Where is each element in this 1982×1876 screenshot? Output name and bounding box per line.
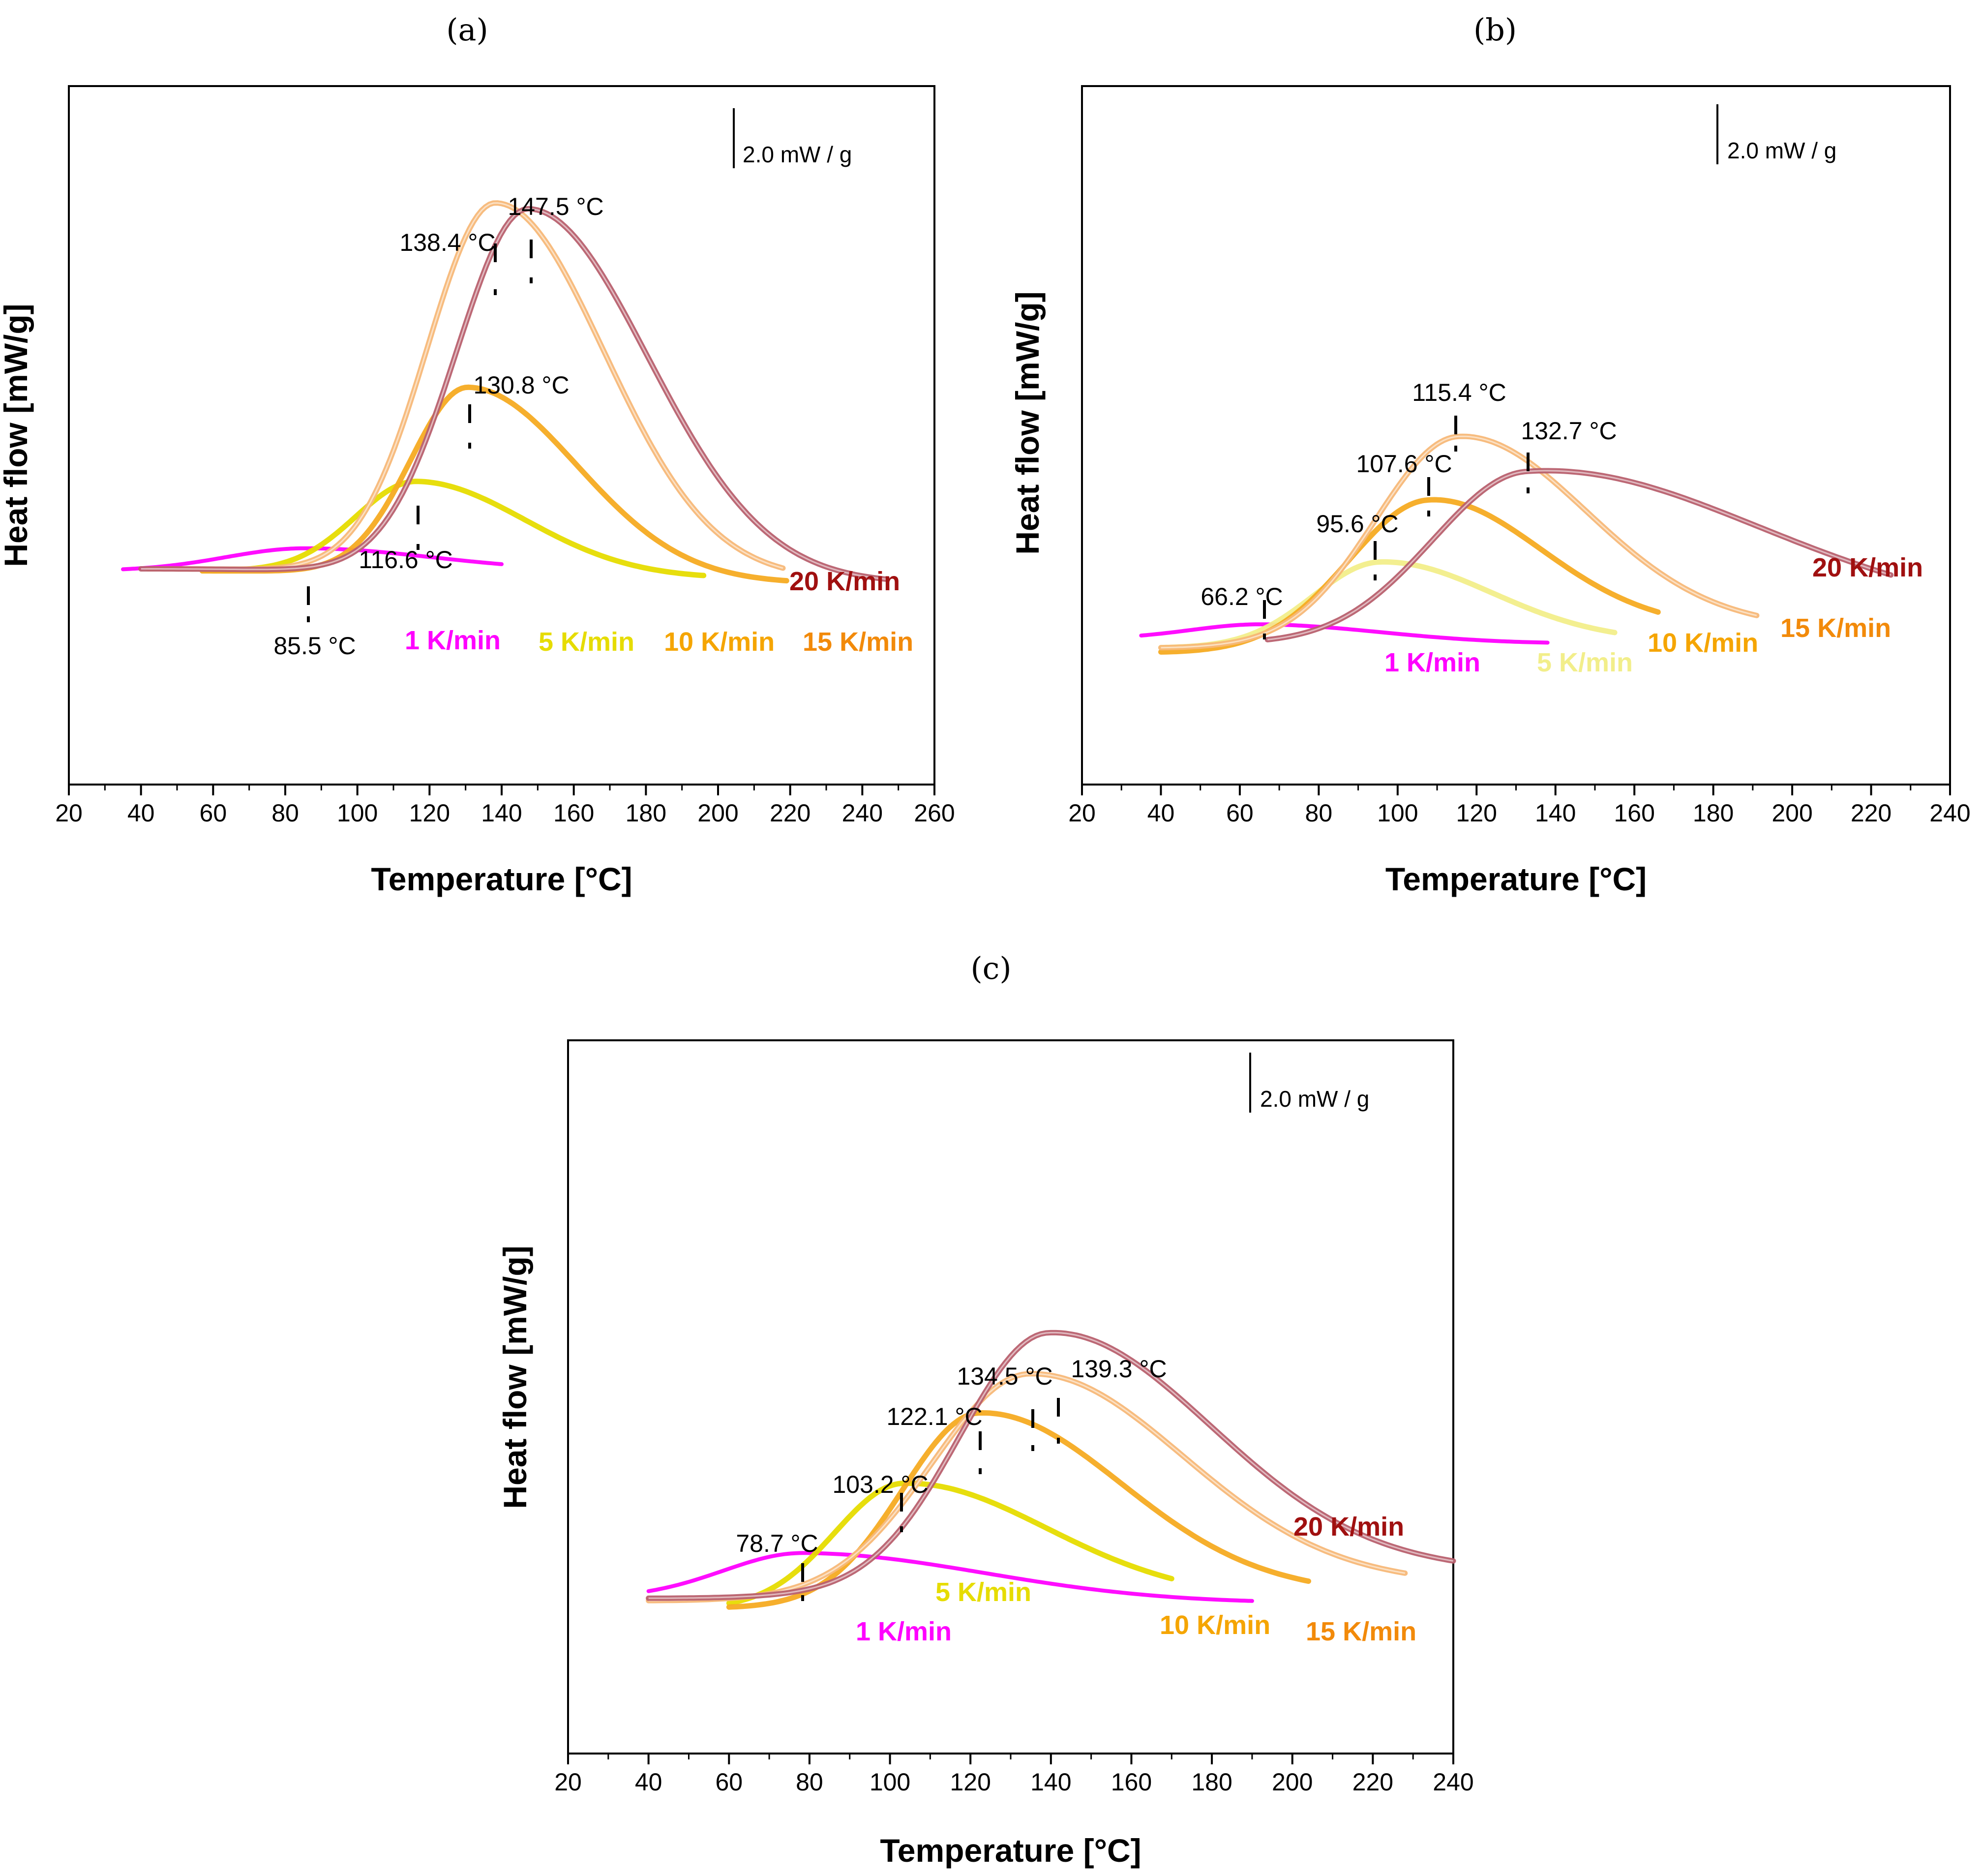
x-tick-label: 200 (1772, 799, 1812, 827)
series-rate-label: 10 K/min (1160, 1610, 1270, 1640)
x-tick-label: 20 (554, 1768, 582, 1796)
x-tick-label: 160 (553, 799, 594, 827)
x-tick-label: 140 (1535, 799, 1576, 827)
x-axis-title: Temperature [°C] (880, 1832, 1141, 1869)
plot-frame (567, 1039, 1454, 1755)
x-tick-label: 100 (870, 1768, 910, 1796)
x-tick-label: 240 (1433, 1768, 1473, 1796)
series-rate-label: 20 K/min (1812, 553, 1923, 582)
series-line-5k (199, 479, 707, 578)
series-rate-label: 1 K/min (405, 626, 501, 655)
peak-temperature-label: 147.5 °C (508, 193, 603, 220)
series-line-highlight (141, 208, 888, 580)
x-tick-label: 80 (271, 799, 299, 827)
peak-temperature-label: 116.6 °C (359, 546, 452, 574)
peak-temperature-label: 139.3 °C (1071, 1355, 1167, 1383)
series-rate-label: 5 K/min (539, 627, 634, 657)
scale-bar-label: 2.0 mW / g (1260, 1086, 1369, 1112)
chart-panel-c: (c) 20 40 60 80 100 120 140 160 180 200 220 240 Tempe… (497, 950, 1474, 1869)
series-line-highlight (648, 1331, 1454, 1599)
x-tick-label: 100 (1377, 799, 1418, 827)
peak-temperature-label: 138.4 °C (399, 229, 495, 256)
chart-panel-b: (b) 20 40 60 80 100 120 140 160 180 200 220 240 Tempe… (1009, 12, 1971, 897)
plot-frame (1081, 85, 1951, 786)
peak-temperature-label: 122.1 °C (886, 1403, 982, 1430)
peak-temperature-label: 95.6 °C (1316, 510, 1398, 538)
y-axis-title: Heat flow [mW/g] (0, 303, 34, 567)
x-tick-label: 120 (1456, 799, 1497, 827)
x-tick-label: 160 (1614, 799, 1654, 827)
peak-temperature-label: 107.6 °C (1356, 450, 1452, 478)
series-rate-label: 10 K/min (664, 627, 775, 657)
x-tick-label: 260 (914, 799, 955, 827)
peak-temperature-label: 134.5 °C (957, 1362, 1052, 1390)
scale-bar-label: 2.0 mW / g (743, 142, 852, 167)
x-tick-label: 180 (626, 799, 666, 827)
x-tick-label: 120 (950, 1768, 991, 1796)
panel-label: (a) (446, 12, 488, 48)
chart-panel-a: (a) 20 40 60 80 100 120 140 160 180 200 220 240 260 Te… (0, 12, 955, 897)
series-line-highlight (1267, 470, 1892, 640)
x-tick-label: 20 (1068, 799, 1096, 827)
peak-temperature-label: 130.8 °C (473, 371, 569, 399)
x-tick-label: 140 (1030, 1768, 1071, 1796)
x-tick-label: 20 (55, 799, 83, 827)
peak-temperature-label: 66.2 °C (1201, 583, 1283, 610)
series-line-1k (646, 1551, 1254, 1603)
peak-temperature-label: 103.2 °C (832, 1471, 928, 1498)
x-axis-title: Temperature [°C] (371, 861, 632, 897)
series-rate-label: 5 K/min (1537, 648, 1633, 677)
peak-temperature-label: 132.7 °C (1521, 417, 1617, 445)
x-tick-label: 240 (842, 799, 883, 827)
series-line-10k (1158, 497, 1661, 655)
series-line-15k (1158, 433, 1760, 651)
scale-bar-label: 2.0 mW / g (1727, 138, 1836, 163)
x-tick-label: 220 (1851, 799, 1892, 827)
x-tick-label: 40 (635, 1768, 662, 1796)
x-tick-label: 200 (1272, 1768, 1313, 1796)
peak-temperature-label: 115.4 °C (1412, 379, 1506, 406)
x-tick-label: 80 (796, 1768, 823, 1796)
x-tick-label: 160 (1111, 1768, 1152, 1796)
x-tick-label: 100 (337, 799, 378, 827)
x-tick-label: 200 (697, 799, 738, 827)
x-tick-label: 60 (1226, 799, 1254, 827)
x-tick-label: 120 (409, 799, 450, 827)
series-rate-label: 15 K/min (1306, 1617, 1416, 1646)
x-tick-label: 220 (770, 799, 811, 827)
x-tick-label: 140 (481, 799, 522, 827)
x-axis-title: Temperature [°C] (1385, 861, 1647, 897)
series-rate-label: 15 K/min (803, 627, 913, 657)
series-rate-label: 5 K/min (935, 1577, 1031, 1607)
x-tick-label: 40 (1147, 799, 1175, 827)
panel-label: (c) (970, 950, 1011, 986)
plot-frame (68, 85, 935, 786)
series-line-1k (1139, 622, 1550, 645)
series-line-highlight (648, 1373, 1406, 1602)
series-rate-label: 20 K/min (789, 567, 900, 596)
series-rate-label: 10 K/min (1648, 628, 1758, 658)
x-tick-label: 60 (715, 1768, 743, 1796)
x-tick-label: 80 (1305, 799, 1333, 827)
x-tick-label: 240 (1929, 799, 1970, 827)
x-tick-label: 220 (1352, 1768, 1393, 1796)
series-rate-label: 20 K/min (1293, 1512, 1404, 1542)
panel-label: (b) (1473, 12, 1517, 48)
peak-temperature-label: 85.5 °C (273, 632, 356, 660)
x-tick-label: 180 (1693, 799, 1734, 827)
series-line-10k (199, 384, 789, 584)
series-rate-label: 1 K/min (1384, 648, 1480, 677)
y-axis-title: Heat flow [mW/g] (497, 1245, 533, 1509)
peak-temperature-label: 78.7 °C (736, 1530, 818, 1557)
x-tick-label: 180 (1191, 1768, 1232, 1796)
series-rate-label: 15 K/min (1780, 613, 1891, 643)
y-axis-title: Heat flow [mW/g] (1009, 291, 1046, 554)
x-tick-label: 40 (127, 799, 155, 827)
series-line-highlight (1161, 435, 1757, 649)
x-tick-label: 60 (200, 799, 227, 827)
series-rate-label: 1 K/min (856, 1617, 952, 1646)
series-line-15k (646, 1371, 1408, 1604)
